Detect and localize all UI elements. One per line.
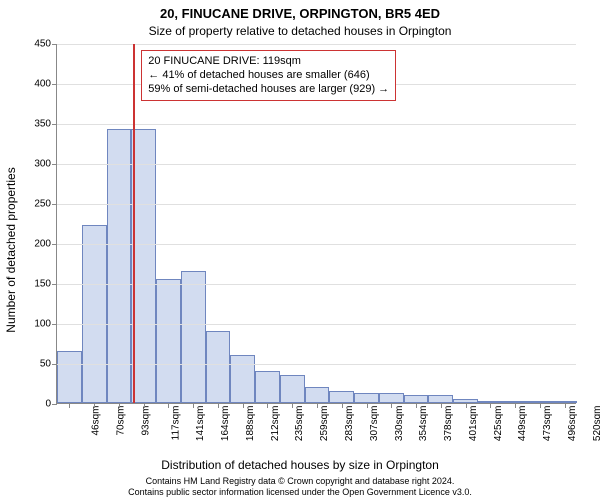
y-tick-mark — [52, 84, 57, 85]
y-tick-mark — [52, 204, 57, 205]
x-tick-mark — [292, 403, 293, 408]
y-tick-mark — [52, 284, 57, 285]
footnote-line-2: Contains public sector information licen… — [0, 487, 600, 497]
x-tick-label: 473sqm — [542, 406, 553, 442]
bar — [107, 129, 132, 403]
x-tick-label: 330sqm — [394, 406, 405, 442]
x-tick-mark — [69, 403, 70, 408]
bar — [305, 387, 330, 403]
x-tick-mark — [490, 403, 491, 408]
x-tick-label: 449sqm — [517, 406, 528, 442]
y-tick-label: 200 — [21, 239, 51, 250]
y-tick-mark — [52, 124, 57, 125]
x-tick-mark — [466, 403, 467, 408]
x-tick-label: 212sqm — [270, 406, 281, 442]
x-tick-mark — [565, 403, 566, 408]
x-tick-label: 93sqm — [140, 406, 151, 436]
x-tick-mark — [416, 403, 417, 408]
x-tick-label: 307sqm — [369, 406, 380, 442]
x-tick-label: 235sqm — [295, 406, 306, 442]
x-tick-mark — [168, 403, 169, 408]
chart-container: { "title": "20, FINUCANE DRIVE, ORPINGTO… — [0, 0, 600, 500]
x-tick-label: 425sqm — [493, 406, 504, 442]
y-tick-label: 400 — [21, 79, 51, 90]
bar — [255, 371, 280, 403]
y-tick-mark — [52, 364, 57, 365]
x-tick-mark — [243, 403, 244, 408]
x-tick-mark — [144, 403, 145, 408]
x-tick-label: 141sqm — [196, 406, 207, 442]
y-tick-label: 250 — [21, 199, 51, 210]
x-axis-label: Distribution of detached houses by size … — [0, 458, 600, 472]
x-tick-mark — [119, 403, 120, 408]
bar — [57, 351, 82, 403]
y-tick-label: 450 — [21, 39, 51, 50]
x-tick-label: 259sqm — [319, 406, 330, 442]
y-tick-mark — [52, 324, 57, 325]
x-tick-mark — [342, 403, 343, 408]
y-axis-label: Number of detached properties — [4, 85, 18, 250]
x-tick-label: 164sqm — [220, 406, 231, 442]
footnote: Contains HM Land Registry data © Crown c… — [0, 476, 600, 497]
bar — [156, 279, 181, 403]
y-tick-label: 350 — [21, 119, 51, 130]
chart-title: 20, FINUCANE DRIVE, ORPINGTON, BR5 4ED — [0, 6, 600, 21]
x-tick-label: 496sqm — [567, 406, 578, 442]
bar — [329, 391, 354, 403]
x-tick-mark — [367, 403, 368, 408]
x-tick-label: 117sqm — [170, 406, 181, 441]
x-tick-label: 354sqm — [418, 406, 429, 442]
callout-box: 20 FINUCANE DRIVE: 119sqm← 41% of detach… — [141, 50, 396, 101]
y-tick-label: 100 — [21, 319, 51, 330]
footnote-line-1: Contains HM Land Registry data © Crown c… — [0, 476, 600, 486]
x-tick-mark — [540, 403, 541, 408]
chart-subtitle: Size of property relative to detached ho… — [0, 24, 600, 38]
x-tick-label: 283sqm — [344, 406, 355, 442]
bar — [82, 225, 107, 403]
x-tick-mark — [317, 403, 318, 408]
x-tick-label: 46sqm — [91, 406, 102, 436]
x-tick-mark — [94, 403, 95, 408]
y-tick-mark — [52, 404, 57, 405]
callout-line: 20 FINUCANE DRIVE: 119sqm — [148, 55, 389, 69]
x-tick-mark — [441, 403, 442, 408]
bar — [230, 355, 255, 403]
x-tick-label: 401sqm — [468, 406, 479, 442]
bar — [428, 395, 453, 403]
y-tick-mark — [52, 164, 57, 165]
bar — [181, 271, 206, 403]
bar — [206, 331, 231, 403]
bar — [354, 393, 379, 403]
y-tick-label: 150 — [21, 279, 51, 290]
y-tick-mark — [52, 244, 57, 245]
x-tick-mark — [193, 403, 194, 408]
y-tick-label: 50 — [21, 359, 51, 370]
bar — [280, 375, 305, 403]
x-tick-label: 378sqm — [443, 406, 454, 442]
bar — [404, 395, 429, 403]
x-tick-label: 188sqm — [245, 406, 256, 442]
plot-area: 05010015020025030035040045046sqm70sqm93s… — [56, 44, 576, 404]
x-tick-mark — [218, 403, 219, 408]
x-tick-label: 520sqm — [592, 406, 600, 442]
y-tick-label: 300 — [21, 159, 51, 170]
x-tick-label: 70sqm — [116, 406, 127, 436]
y-tick-mark — [52, 44, 57, 45]
callout-line: ← 41% of detached houses are smaller (64… — [148, 69, 389, 83]
x-tick-mark — [515, 403, 516, 408]
x-tick-mark — [267, 403, 268, 408]
y-tick-label: 0 — [21, 399, 51, 410]
x-tick-mark — [391, 403, 392, 408]
bar — [379, 393, 404, 403]
callout-line: 59% of semi-detached houses are larger (… — [148, 83, 389, 97]
marker-line — [133, 44, 135, 403]
